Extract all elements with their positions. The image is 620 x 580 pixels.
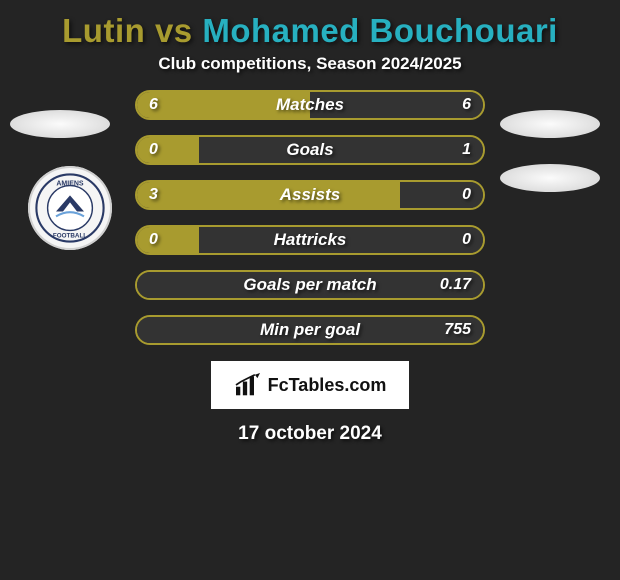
player1-club-badge-placeholder: [10, 110, 110, 138]
bar-fill-empty: [137, 272, 483, 298]
stats-bars: Matches66 Goals01 Assists30 Hattricks00 Goal…: [135, 90, 485, 345]
bar-fill-empty: [199, 137, 483, 163]
stat-row: Assists30: [135, 180, 485, 210]
bar-fill-player1: [137, 182, 400, 208]
title-vs: vs: [145, 12, 202, 49]
player2-club-badge-placeholder-2: [500, 164, 600, 192]
brand-text: FcTables.com: [268, 375, 387, 396]
svg-text:FOOTBALL: FOOTBALL: [53, 232, 87, 239]
brand-badge: FcTables.com: [211, 361, 409, 409]
stat-row: Hattricks00: [135, 225, 485, 255]
stat-row: Goals per match0.17: [135, 270, 485, 300]
bar-fill-player1: [137, 227, 199, 253]
player2-club-badge-placeholder-1: [500, 110, 600, 138]
title-player1: Lutin: [62, 12, 145, 49]
brand-chart-icon: [234, 373, 262, 397]
bar-fill-empty: [137, 317, 483, 343]
bar-fill-empty: [199, 227, 483, 253]
page-title: Lutin vs Mohamed Bouchouari: [0, 0, 620, 54]
club-crest-icon: AMIENS FOOTBALL: [35, 173, 105, 243]
bar-fill-player1: [137, 137, 199, 163]
bar-fill-empty: [310, 92, 483, 118]
stat-row: Min per goal755: [135, 315, 485, 345]
bar-fill-player1: [137, 92, 310, 118]
comparison-area: AMIENS FOOTBALL Matches66 Goals01 Assists3…: [0, 90, 620, 345]
player1-club-crest: AMIENS FOOTBALL: [28, 166, 112, 250]
subtitle: Club competitions, Season 2024/2025: [0, 54, 620, 74]
date-text: 17 october 2024: [0, 423, 620, 445]
bar-fill-empty: [400, 182, 483, 208]
title-player2: Mohamed Bouchouari: [202, 12, 558, 49]
stat-row: Goals01: [135, 135, 485, 165]
svg-text:AMIENS: AMIENS: [56, 181, 84, 188]
stat-row: Matches66: [135, 90, 485, 120]
